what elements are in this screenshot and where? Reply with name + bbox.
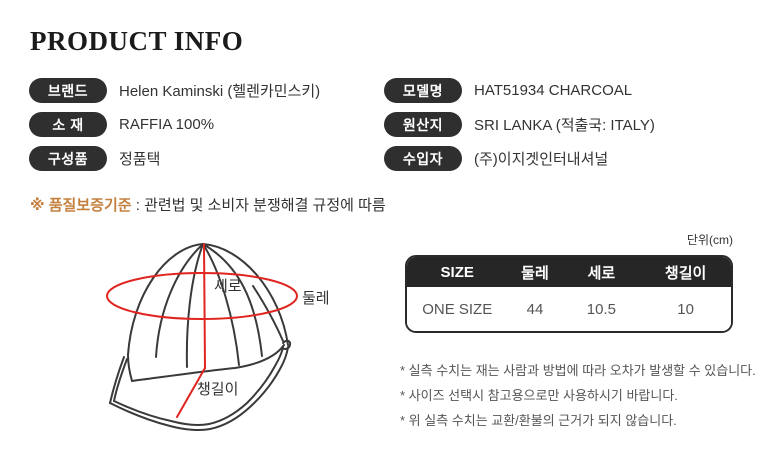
info-row-brand: 브랜드 Helen Kaminski (헬렌카민스키) xyxy=(29,78,320,103)
model-label-badge: 모델명 xyxy=(384,78,462,103)
hat-measurement-diagram: 세로 둘레 챙길이 xyxy=(106,242,330,431)
page-title: PRODUCT INFO xyxy=(30,26,244,56)
material-label-badge: 소 재 xyxy=(29,112,107,137)
brim-cell: 10 xyxy=(640,287,731,331)
height-label: 세로 xyxy=(214,278,242,295)
size-table-header-circumference: 둘레 xyxy=(507,257,563,287)
components-label-badge: 구성품 xyxy=(29,146,107,171)
hat-outline xyxy=(109,242,292,431)
brim-length-label: 챙길이 xyxy=(197,381,238,398)
measurement-notes: * 실측 수치는 재는 사람과 방법에 따라 오차가 발생할 수 있습니다. *… xyxy=(400,358,756,433)
material-value: RAFFIA 100% xyxy=(119,116,215,133)
info-row-model: 모델명 HAT51934 CHARCOAL xyxy=(384,78,632,103)
unit-label: 단위(cm) xyxy=(686,233,733,247)
measurement-lines xyxy=(106,243,298,418)
size-table-header-brim: 챙길이 xyxy=(640,257,731,287)
size-table: SIZE 둘레 세로 챙길이 ONE SIZE 44 10.5 10 xyxy=(405,255,733,333)
circumference-line xyxy=(106,272,298,320)
size-table-row: ONE SIZE 44 10.5 10 xyxy=(407,287,731,331)
circumference-cell: 44 xyxy=(507,287,563,331)
height-cell: 10.5 xyxy=(562,287,641,331)
model-value: HAT51934 CHARCOAL xyxy=(474,82,633,99)
brand-value: Helen Kaminski (헬렌카민스키) xyxy=(119,83,321,100)
size-table-header-height: 세로 xyxy=(562,257,641,287)
size-cell: ONE SIZE xyxy=(407,287,508,331)
info-row-origin: 원산지 SRI LANKA (적출국: ITALY) xyxy=(384,112,655,137)
info-row-importer: 수입자 (주)이지겟인터내셔널 xyxy=(384,146,608,171)
height-line xyxy=(203,243,206,369)
note-line: * 위 실측 수치는 교환/환불의 근거가 되지 않습니다. xyxy=(400,413,677,428)
note-line: * 사이즈 선택시 참고용으로만 사용하시기 바랍니다. xyxy=(400,388,678,403)
size-table-header-row: SIZE 둘레 세로 챙길이 xyxy=(407,257,731,287)
info-row-material: 소 재 RAFFIA 100% xyxy=(29,112,214,137)
origin-value: SRI LANKA (적출국: ITALY) xyxy=(474,117,655,134)
brand-label-badge: 브랜드 xyxy=(29,78,107,103)
quality-standard-line: ※ 품질보증기준 : 관련법 및 소비자 분쟁해결 규정에 따름 xyxy=(30,194,386,215)
importer-label-badge: 수입자 xyxy=(384,146,462,171)
importer-value: (주)이지겟인터내셔널 xyxy=(474,151,609,168)
quality-standard-text: : 관련법 및 소비자 분쟁해결 규정에 따름 xyxy=(131,197,386,214)
brim-length-line xyxy=(176,367,206,418)
circumference-label: 둘레 xyxy=(302,290,330,307)
components-value: 정품택 xyxy=(119,151,161,168)
quality-standard-label: ※ 품질보증기준 xyxy=(30,197,132,214)
origin-label-badge: 원산지 xyxy=(384,112,462,137)
note-line: * 실측 수치는 재는 사람과 방법에 따라 오차가 발생할 수 있습니다. xyxy=(400,363,756,378)
size-table-header-size: SIZE xyxy=(407,257,508,287)
info-row-components: 구성품 정품택 xyxy=(29,146,160,171)
